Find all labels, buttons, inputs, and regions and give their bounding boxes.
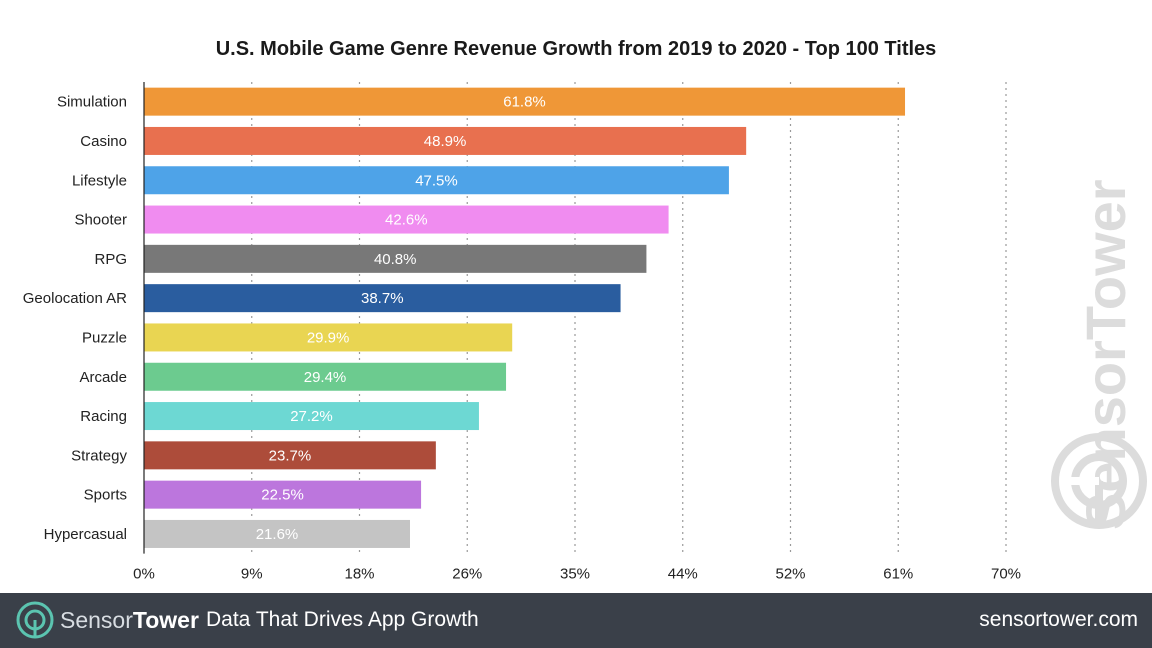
watermark-text: SensorTower (1074, 179, 1137, 530)
data-label: 47.5% (415, 172, 458, 189)
data-label: 48.9% (424, 133, 467, 150)
footer-bar: SensorTower Data That Drives App Growth … (0, 593, 1152, 648)
footer-tagline: Data That Drives App Growth (206, 608, 479, 631)
bar (144, 284, 621, 313)
bar (144, 126, 747, 155)
data-label: 29.9% (307, 329, 350, 346)
sensortower-logo-icon (16, 601, 54, 639)
x-tick-label: 52% (775, 566, 805, 583)
footer-brand: SensorTower (60, 607, 199, 633)
bar (144, 244, 647, 273)
bar-chart: 0% 9% 18% 26% 35% 44% 52% 61% 70% Simulation 61.8%… (23, 82, 1021, 583)
footer-brand-part2: Tower (132, 607, 199, 633)
category-label: Puzzle (82, 329, 127, 346)
data-label: 22.5% (261, 487, 304, 504)
data-label: 61.8% (503, 94, 546, 111)
category-label: Simulation (57, 94, 127, 111)
x-tick-label: 9% (241, 566, 263, 583)
bar (144, 87, 906, 116)
data-label: 40.8% (374, 251, 417, 268)
bar (144, 205, 669, 234)
category-label: Hypercasual (44, 526, 127, 543)
bar (144, 441, 436, 470)
category-label: RPG (94, 251, 127, 268)
x-tick-label: 61% (883, 566, 913, 583)
category-label: Racing (80, 408, 127, 425)
x-tick-label: 26% (452, 566, 482, 583)
bar (144, 323, 513, 352)
bar (144, 402, 479, 431)
data-label: 38.7% (361, 290, 404, 307)
data-label: 23.7% (269, 447, 312, 464)
labels: 0% 9% 18% 26% 35% 44% 52% 61% 70% Simulation 61.8%… (23, 94, 1021, 583)
footer-brand-part1: Sensor (60, 607, 133, 633)
bar (144, 166, 729, 195)
bar (144, 362, 507, 391)
x-tick-label: 35% (560, 566, 590, 583)
data-label: 42.6% (385, 212, 428, 229)
x-tick-label: 0% (133, 566, 155, 583)
category-label: Arcade (79, 369, 127, 386)
watermark: SensorTower (1045, 110, 1152, 540)
chart-title: U.S. Mobile Game Genre Revenue Growth fr… (215, 38, 937, 60)
x-tick-label: 70% (991, 566, 1021, 583)
watermark-logo-icon (1050, 432, 1148, 530)
bars (144, 87, 906, 548)
data-label: 21.6% (256, 526, 299, 543)
bar (144, 519, 410, 548)
x-tick-label: 44% (668, 566, 698, 583)
footer-url[interactable]: sensortower.com (979, 608, 1138, 631)
bar (144, 480, 422, 509)
category-label: Sports (84, 487, 127, 504)
data-label: 27.2% (290, 408, 333, 425)
category-label: Geolocation AR (23, 290, 127, 307)
category-label: Casino (80, 133, 127, 150)
grid-lines (251, 82, 1007, 554)
data-label: 29.4% (304, 369, 347, 386)
x-tick-label: 18% (344, 566, 374, 583)
category-label: Strategy (71, 447, 127, 464)
category-label: Shooter (74, 212, 127, 229)
category-label: Lifestyle (72, 172, 127, 189)
